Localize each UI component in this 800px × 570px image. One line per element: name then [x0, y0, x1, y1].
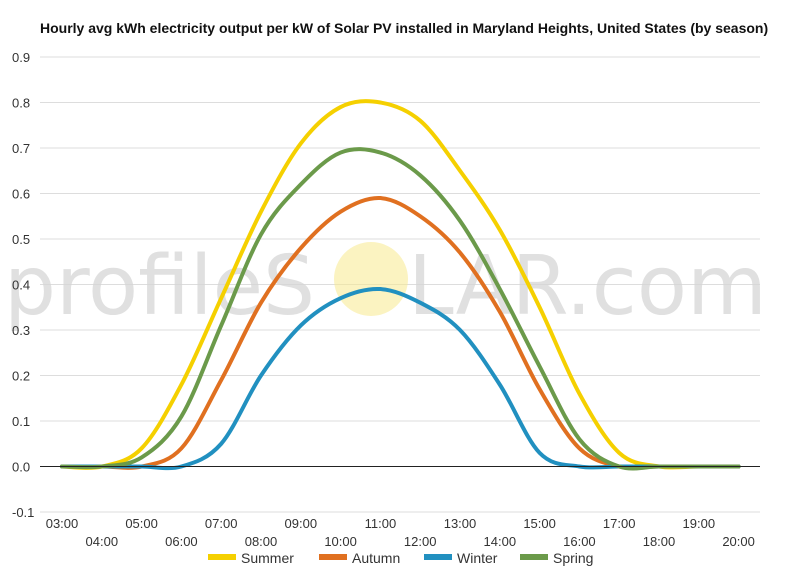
y-axis: -0.1 0.0 0.1 0.2 0.3 0.4 0.5 0.6 0.7 0.8 0.9 — [12, 50, 760, 520]
x-tick-label: 16:00 — [563, 534, 596, 549]
x-tick-label: 09:00 — [285, 516, 318, 531]
x-tick-label: 04:00 — [86, 534, 119, 549]
series-line-summer — [60, 99, 741, 470]
x-tick-label: 14:00 — [484, 534, 517, 549]
legend-label-autumn: Autumn — [352, 550, 400, 566]
legend-label-winter: Winter — [457, 550, 498, 566]
x-tick-label: 03:00 — [46, 516, 79, 531]
x-tick-label: 15:00 — [523, 516, 556, 531]
legend-swatch-autumn — [319, 554, 347, 560]
x-tick-label: 10:00 — [324, 534, 357, 549]
x-tick-label: 19:00 — [683, 516, 716, 531]
watermark-text-right: LAR.com — [408, 239, 767, 334]
legend-swatch-summer — [208, 554, 236, 560]
y-tick-label: 0.2 — [12, 369, 30, 384]
chart-title: Hourly avg kWh electricity output per kW… — [40, 20, 768, 36]
y-tick-label: 0.0 — [12, 460, 30, 475]
x-tick-label: 07:00 — [205, 516, 238, 531]
legend-label-summer: Summer — [241, 550, 294, 566]
y-tick-label: 0.4 — [12, 278, 30, 293]
legend-label-spring: Spring — [553, 550, 593, 566]
watermark-sun-icon — [334, 242, 408, 316]
y-tick-label: 0.6 — [12, 187, 30, 202]
x-tick-label: 05:00 — [125, 516, 158, 531]
x-tick-label: 06:00 — [165, 534, 198, 549]
y-tick-label: 0.5 — [12, 232, 30, 247]
x-tick-label: 17:00 — [603, 516, 636, 531]
watermark-text-left: profileS — [4, 239, 315, 334]
y-tick-label: 0.8 — [12, 96, 30, 111]
y-tick-label: 0.7 — [12, 141, 30, 156]
y-tick-label: 0.9 — [12, 50, 30, 65]
x-tick-label: 08:00 — [245, 534, 278, 549]
legend-swatch-spring — [520, 554, 548, 560]
legend-swatch-winter — [424, 554, 452, 560]
watermark: profileS LAR.com — [4, 239, 767, 334]
x-axis: 03:00 04:00 05:00 06:00 07:00 08:00 09:00 10:00… — [46, 516, 755, 549]
x-tick-label: 18:00 — [643, 534, 676, 549]
y-tick-label: 0.3 — [12, 323, 30, 338]
x-tick-label: 13:00 — [444, 516, 477, 531]
y-tick-label: -0.1 — [12, 505, 34, 520]
x-tick-label: 20:00 — [722, 534, 755, 549]
y-tick-label: 0.1 — [12, 414, 30, 429]
x-tick-label: 12:00 — [404, 534, 437, 549]
legend: Summer Autumn Winter Spring — [208, 550, 593, 566]
x-tick-label: 11:00 — [365, 516, 397, 531]
